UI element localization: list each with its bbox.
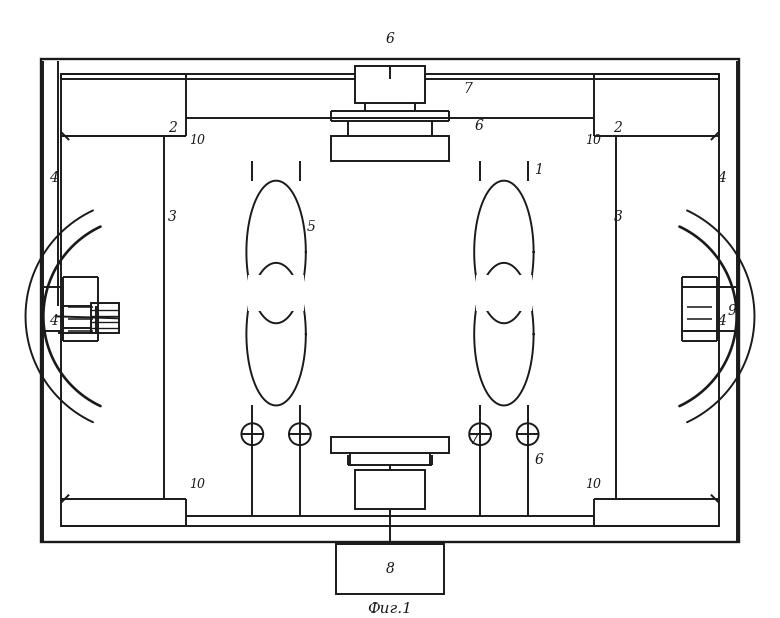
Text: 4: 4 (718, 171, 726, 185)
Bar (331, 437, 449, 453)
Text: 6: 6 (385, 32, 395, 46)
Bar (248, 275, 304, 311)
Bar (356, 66, 424, 103)
Text: 7: 7 (470, 433, 479, 447)
Text: 2: 2 (613, 121, 622, 135)
Bar (476, 275, 532, 311)
Text: 10: 10 (585, 133, 601, 146)
Text: 3: 3 (613, 210, 622, 224)
Bar (63, 307, 91, 328)
Text: 6: 6 (475, 119, 484, 133)
Bar (331, 136, 449, 161)
Bar (335, 544, 445, 594)
Text: 6: 6 (534, 453, 543, 467)
Bar (91, 303, 119, 333)
Bar (356, 470, 424, 509)
Bar (61, 74, 719, 527)
Bar (41, 59, 739, 542)
Text: 10: 10 (585, 478, 601, 491)
Text: 9: 9 (727, 305, 736, 318)
Text: 3: 3 (168, 210, 176, 224)
Text: 2: 2 (168, 121, 176, 135)
Text: 7: 7 (463, 82, 472, 96)
Text: Фиг.1: Фиг.1 (367, 601, 413, 616)
Text: 4: 4 (49, 315, 58, 328)
Text: 10: 10 (189, 133, 205, 146)
Text: 4: 4 (49, 171, 58, 185)
Text: 5: 5 (307, 220, 315, 234)
Text: 8: 8 (385, 562, 395, 576)
Text: 4: 4 (718, 315, 726, 328)
Text: 1: 1 (534, 163, 543, 177)
Text: 10: 10 (189, 478, 205, 491)
